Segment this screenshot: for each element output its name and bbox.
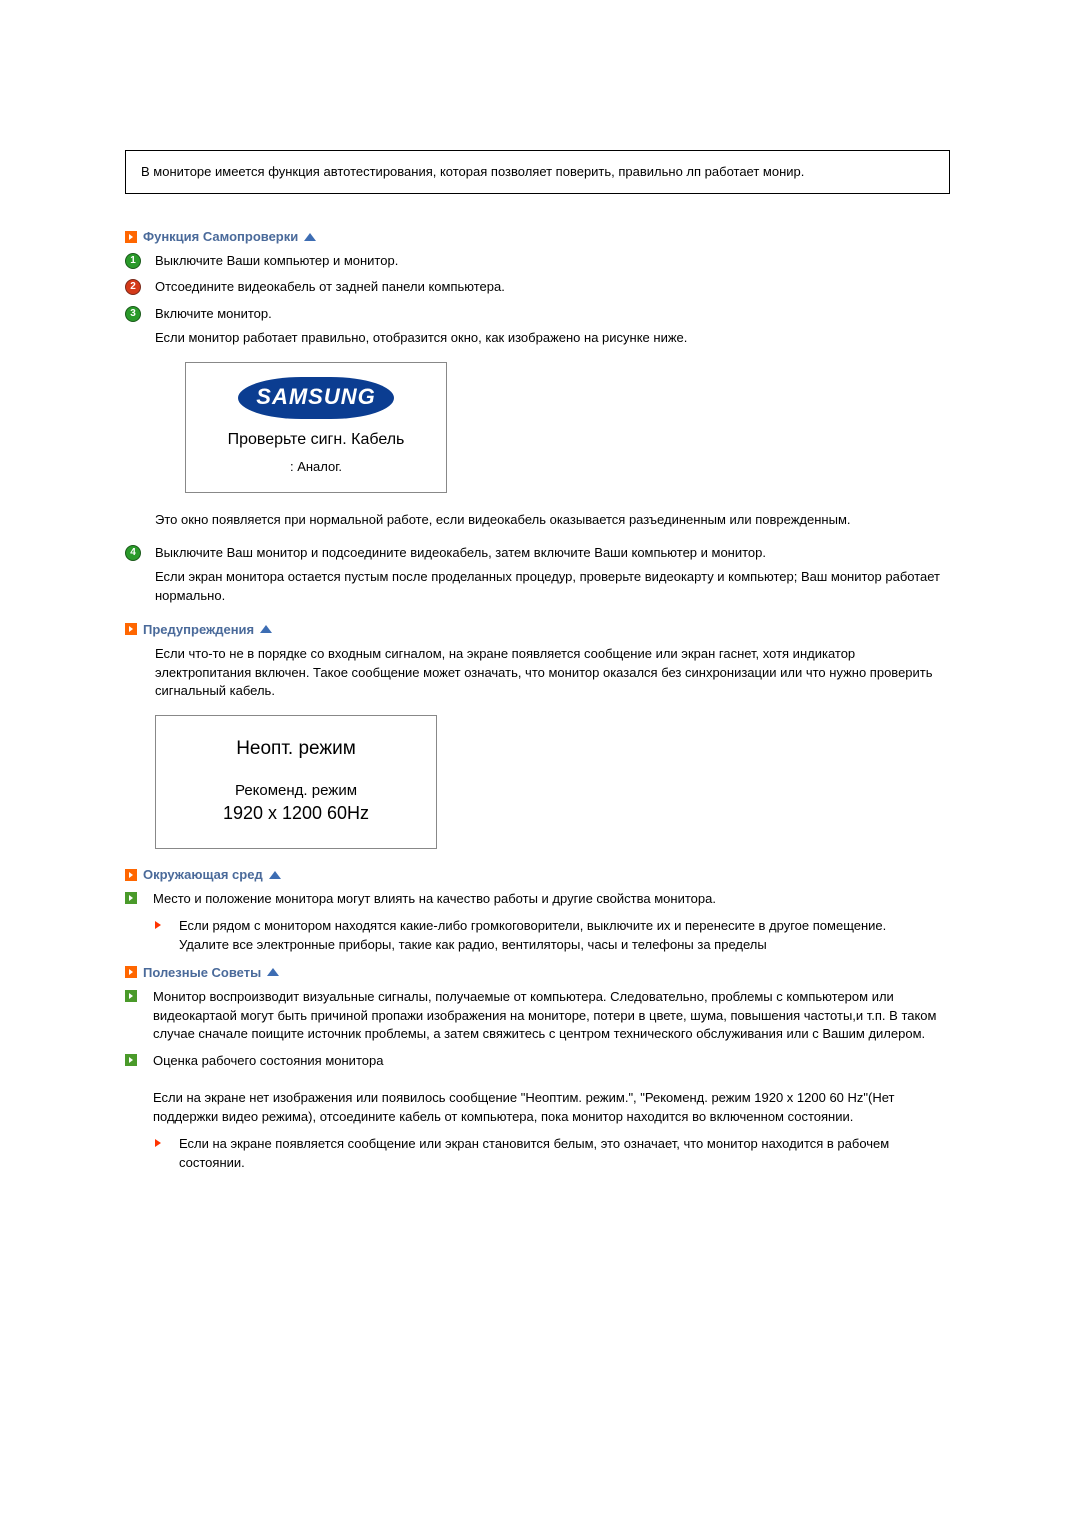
subitem-text-a: Если рядом с монитором находятся какие-л… bbox=[179, 917, 950, 936]
badge-2-icon: 2 bbox=[125, 279, 141, 295]
tips-item-1: Монитор воспроизводит визуальные сигналы… bbox=[125, 988, 950, 1045]
arrow-marker-icon bbox=[125, 966, 137, 978]
figure-box: SAMSUNG Проверьте сигн. Кабель : Аналог. bbox=[185, 362, 447, 493]
page: В мониторе имеется функция автотестирова… bbox=[0, 0, 1080, 1279]
figure-text-line1: Проверьте сигн. Кабель bbox=[186, 429, 446, 451]
badge-4-icon: 4 bbox=[125, 545, 141, 561]
subitem-text-b: Удалите все электронные приборы, такие к… bbox=[179, 936, 950, 955]
samsung-logo: SAMSUNG bbox=[238, 377, 393, 420]
warnings-body: Если что-то не в порядке со входным сигн… bbox=[155, 645, 950, 702]
item-text: Оценка рабочего состояния монитора bbox=[153, 1052, 950, 1071]
green-arrow-icon bbox=[125, 892, 137, 904]
triangle-up-icon bbox=[304, 233, 316, 241]
step-2: 2 Отсоедините видеокабель от задней пане… bbox=[125, 278, 950, 296]
step-text: Включите монитор. bbox=[155, 305, 950, 323]
triangle-up-icon bbox=[260, 625, 272, 633]
item-text: Место и положение монитора могут влиять … bbox=[153, 890, 950, 909]
figure-box: Неопт. режим Рекоменд. режим 1920 x 1200… bbox=[155, 715, 437, 849]
figure-text-line3: 1920 x 1200 60Hz bbox=[156, 803, 436, 824]
step-note: Это окно появляется при нормальной работ… bbox=[155, 511, 950, 530]
figure-text-line1: Неопт. режим bbox=[156, 738, 436, 760]
step-note: Если экран монитора остается пустым посл… bbox=[155, 568, 950, 606]
section-header-tips: Полезные Советы bbox=[125, 965, 950, 980]
numbered-list: 1 Выключите Ваши компьютер и монитор. 2 … bbox=[125, 252, 950, 612]
figure-1: SAMSUNG Проверьте сигн. Кабель : Аналог. bbox=[185, 362, 950, 493]
arrow-marker-icon bbox=[125, 623, 137, 635]
figure-text-line2: Рекоменд. режим bbox=[156, 782, 436, 799]
green-arrow-icon bbox=[125, 990, 137, 1002]
tips-item-2: Оценка рабочего состояния монитора Если … bbox=[125, 1052, 950, 1127]
red-arrow-icon bbox=[155, 921, 169, 929]
section-title: Предупреждения bbox=[143, 622, 254, 637]
step-note: Если монитор работает правильно, отобраз… bbox=[155, 329, 950, 348]
step-text: Выключите Ваши компьютер и монитор. bbox=[155, 252, 950, 270]
item-text-2: Если на экране нет изображения или появи… bbox=[153, 1089, 950, 1127]
section-header-selfcheck: Функция Самопроверки bbox=[125, 229, 950, 244]
subitem-text: Если на экране появляется сообщение или … bbox=[179, 1135, 950, 1173]
figure-2: Неопт. режим Рекоменд. режим 1920 x 1200… bbox=[155, 715, 950, 849]
item-text: Монитор воспроизводит визуальные сигналы… bbox=[153, 988, 950, 1045]
step-text: Отсоедините видеокабель от задней панели… bbox=[155, 278, 950, 296]
arrow-marker-icon bbox=[125, 869, 137, 881]
section-title: Полезные Советы bbox=[143, 965, 261, 980]
green-arrow-icon bbox=[125, 1054, 137, 1066]
badge-3-icon: 3 bbox=[125, 306, 141, 322]
section-header-warnings: Предупреждения bbox=[125, 622, 950, 637]
info-text: В мониторе имеется функция автотестирова… bbox=[141, 164, 804, 179]
env-item-1: Место и положение монитора могут влиять … bbox=[125, 890, 950, 909]
red-arrow-icon bbox=[155, 1139, 169, 1147]
badge-1-icon: 1 bbox=[125, 253, 141, 269]
step-text: Выключите Ваш монитор и подсоедините вид… bbox=[155, 544, 950, 562]
step-4: 4 Выключите Ваш монитор и подсоедините в… bbox=[125, 544, 950, 612]
section-header-environment: Окружающая сред bbox=[125, 867, 950, 882]
section-title: Окружающая сред bbox=[143, 867, 263, 882]
step-3: 3 Включите монитор. Если монитор работае… bbox=[125, 305, 950, 536]
arrow-marker-icon bbox=[125, 231, 137, 243]
info-box: В мониторе имеется функция автотестирова… bbox=[125, 150, 950, 194]
triangle-up-icon bbox=[267, 968, 279, 976]
step-1: 1 Выключите Ваши компьютер и монитор. bbox=[125, 252, 950, 270]
env-subitem-1: Если рядом с монитором находятся какие-л… bbox=[155, 917, 950, 955]
tips-subitem-1: Если на экране появляется сообщение или … bbox=[155, 1135, 950, 1173]
section-title: Функция Самопроверки bbox=[143, 229, 298, 244]
figure-text-line2: : Аналог. bbox=[186, 458, 446, 476]
triangle-up-icon bbox=[269, 871, 281, 879]
